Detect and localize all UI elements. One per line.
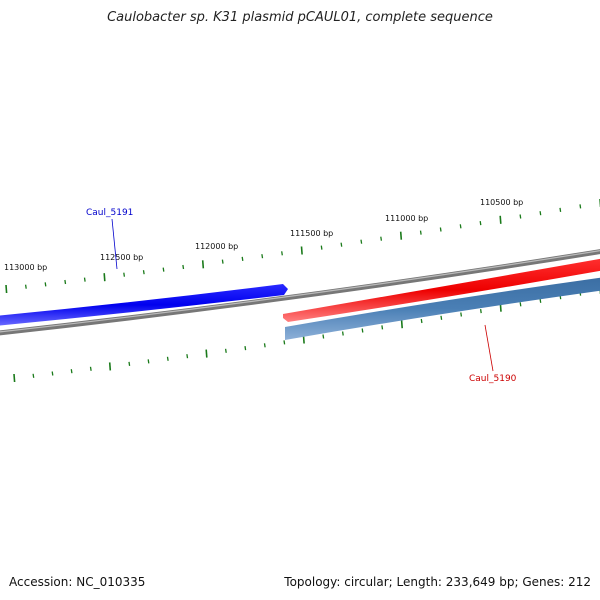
outer-minor-tick bbox=[539, 211, 542, 216]
outer-major-tick bbox=[499, 215, 502, 224]
outer-minor-tick bbox=[459, 224, 462, 229]
inner-minor-tick bbox=[519, 302, 522, 307]
inner-tick-track bbox=[13, 286, 600, 383]
inner-minor-tick bbox=[89, 366, 92, 371]
tick-label-112000: 112000 bp bbox=[195, 242, 238, 251]
inner-minor-tick bbox=[460, 312, 463, 317]
inner-minor-tick bbox=[147, 359, 150, 364]
inner-minor-tick bbox=[263, 343, 266, 348]
inner-major-tick bbox=[205, 349, 208, 358]
outer-minor-tick bbox=[44, 282, 47, 287]
outer-minor-tick bbox=[123, 272, 126, 277]
outer-minor-tick bbox=[142, 270, 145, 275]
outer-minor-tick bbox=[519, 214, 522, 219]
outer-minor-tick bbox=[281, 251, 283, 256]
outer-minor-tick bbox=[439, 227, 442, 232]
gene-caul-5190-arrow[interactable] bbox=[283, 258, 600, 322]
gene-caul-5191-arrow[interactable] bbox=[0, 284, 288, 326]
outer-minor-tick bbox=[241, 256, 244, 261]
outer-minor-tick bbox=[340, 242, 343, 247]
tick-label-111500: 111500 bp bbox=[290, 229, 333, 238]
inner-minor-tick bbox=[70, 369, 73, 374]
inner-minor-tick bbox=[420, 318, 423, 324]
outer-minor-tick bbox=[360, 239, 363, 244]
outer-minor-tick bbox=[320, 245, 323, 250]
inner-major-tick bbox=[108, 362, 112, 371]
inner-minor-tick bbox=[244, 346, 247, 351]
inner-minor-tick bbox=[440, 315, 443, 320]
outer-minor-tick bbox=[64, 279, 67, 285]
backbone-circle bbox=[0, 249, 600, 336]
gene-caul-5190-label[interactable]: Caul_5190 bbox=[469, 374, 517, 384]
outer-major-tick bbox=[399, 231, 403, 240]
gene-steel-feature[interactable] bbox=[285, 277, 600, 340]
inner-minor-tick bbox=[341, 331, 344, 336]
outer-major-tick bbox=[103, 273, 106, 282]
inner-minor-tick bbox=[32, 373, 35, 378]
inner-minor-tick bbox=[539, 298, 542, 303]
gene-caul-5191-leader bbox=[111, 218, 118, 270]
map-title: Caulobacter sp. K31 plasmid pCAUL01, com… bbox=[107, 10, 493, 25]
outer-minor-tick bbox=[221, 259, 224, 264]
inner-major-tick bbox=[400, 320, 403, 329]
outer-minor-tick bbox=[261, 254, 264, 259]
accession-text: Accession: NC_010335 bbox=[9, 575, 146, 589]
inner-minor-tick bbox=[186, 354, 189, 359]
outer-minor-tick bbox=[419, 230, 422, 235]
inner-minor-tick bbox=[361, 328, 364, 333]
outer-minor-tick bbox=[559, 207, 562, 212]
outer-minor-tick bbox=[182, 264, 185, 270]
outer-major-tick bbox=[201, 260, 205, 269]
outer-minor-tick bbox=[479, 221, 482, 226]
inner-minor-tick bbox=[322, 334, 325, 339]
tick-label-113000: 113000 bp bbox=[4, 263, 47, 272]
outer-minor-tick bbox=[579, 204, 582, 209]
inner-major-tick bbox=[302, 335, 305, 344]
outer-minor-tick bbox=[380, 236, 383, 241]
inner-minor-tick bbox=[381, 325, 384, 330]
outer-minor-tick bbox=[24, 284, 27, 289]
tick-label-112500: 112500 bp bbox=[100, 253, 143, 262]
gene-caul-5191-label[interactable]: Caul_5191 bbox=[86, 208, 133, 218]
inner-major-tick bbox=[13, 373, 16, 383]
gene-caul-5190-leader bbox=[484, 324, 494, 372]
outer-minor-tick bbox=[162, 267, 165, 272]
outer-major-tick bbox=[300, 246, 303, 255]
outer-minor-tick bbox=[83, 277, 86, 282]
outer-tick-track bbox=[5, 199, 600, 294]
inner-minor-tick bbox=[479, 309, 482, 314]
outer-major-tick bbox=[5, 284, 8, 294]
inner-minor-tick bbox=[283, 340, 286, 345]
topology-text: Topology: circular; Length: 233,649 bp; … bbox=[284, 575, 591, 589]
inner-minor-tick bbox=[128, 361, 131, 366]
tick-label-111000: 111000 bp bbox=[385, 214, 428, 223]
inner-minor-tick bbox=[51, 371, 54, 376]
inner-minor-tick bbox=[166, 356, 169, 361]
inner-minor-tick bbox=[224, 348, 227, 353]
tick-label-110500: 110500 bp bbox=[480, 198, 523, 207]
backbone-highlight bbox=[0, 249, 600, 333]
